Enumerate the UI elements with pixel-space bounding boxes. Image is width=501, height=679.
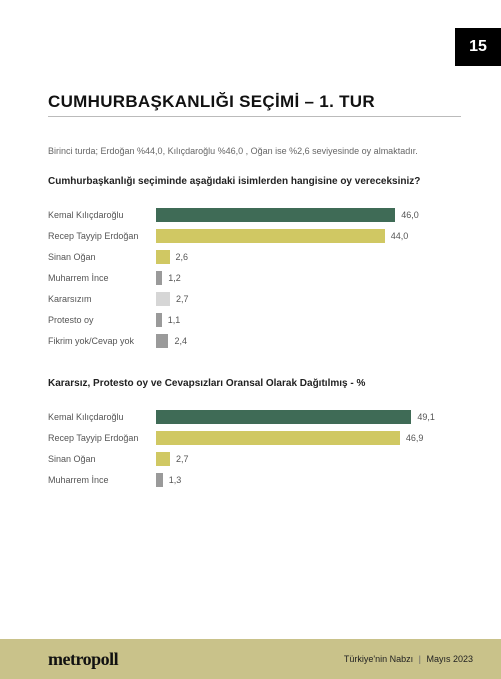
chart-row: Protesto oy 1,1: [48, 310, 461, 331]
chart-row: Recep Tayyip Erdoğan 44,0: [48, 226, 461, 247]
bar: [156, 271, 162, 285]
bar-area: 49,1: [156, 410, 461, 425]
chart-row: Muharrem İnce 1,2: [48, 268, 461, 289]
bar-label: Kemal Kılıçdaroğlu: [48, 412, 156, 422]
footer-date: Mayıs 2023: [426, 654, 473, 664]
bar-label: Kararsızım: [48, 294, 156, 304]
bar-area: 2,6: [156, 250, 461, 265]
bar: [156, 292, 170, 306]
chart-row: Kararsızım 2,7: [48, 289, 461, 310]
bar: [156, 250, 170, 264]
bar-area: 46,0: [156, 208, 461, 223]
chart-row: Recep Tayyip Erdoğan 46,9: [48, 428, 461, 449]
bar-label: Fikrim yok/Cevap yok: [48, 336, 156, 346]
bar-value: 1,1: [168, 315, 181, 325]
bar-value: 44,0: [391, 231, 409, 241]
chart2-question: Kararsız, Protesto oy ve Cevapsızları Or…: [48, 378, 461, 389]
bar: [156, 431, 400, 445]
content-area: CUMHURBAŞKANLIĞI SEÇİMİ – 1. TUR Birinci…: [48, 92, 461, 517]
bar: [156, 229, 385, 243]
chart-row: Kemal Kılıçdaroğlu 49,1: [48, 407, 461, 428]
bar-label: Protesto oy: [48, 315, 156, 325]
bar-area: 2,7: [156, 292, 461, 307]
footer: metropoll Türkiye'nin Nabzı | Mayıs 2023: [0, 639, 501, 679]
bar: [156, 410, 411, 424]
chart-row: Sinan Oğan 2,6: [48, 247, 461, 268]
chart-row: Sinan Oğan 2,7: [48, 449, 461, 470]
bar-value: 2,6: [176, 252, 189, 262]
page-title: CUMHURBAŞKANLIĞI SEÇİMİ – 1. TUR: [48, 92, 461, 112]
bar-value: 1,2: [168, 273, 181, 283]
footer-separator: |: [416, 654, 424, 664]
bar: [156, 473, 163, 487]
bar-label: Sinan Oğan: [48, 454, 156, 464]
bar-area: 1,3: [156, 473, 461, 488]
bar-value: 49,1: [417, 412, 435, 422]
bar-value: 1,3: [169, 475, 182, 485]
bar-area: 2,7: [156, 452, 461, 467]
bar-value: 2,7: [176, 294, 189, 304]
bar-label: Muharrem İnce: [48, 475, 156, 485]
footer-title: Türkiye'nin Nabzı: [344, 654, 413, 664]
bar-value: 46,9: [406, 433, 424, 443]
chart-row: Muharrem İnce 1,3: [48, 470, 461, 491]
chart1: Kemal Kılıçdaroğlu 46,0 Recep Tayyip Erdoğ…: [48, 205, 461, 352]
bar-value: 2,7: [176, 454, 189, 464]
chart-row: Kemal Kılıçdaroğlu 46,0: [48, 205, 461, 226]
bar: [156, 334, 168, 348]
bar-label: Kemal Kılıçdaroğlu: [48, 210, 156, 220]
chart2: Kemal Kılıçdaroğlu 49,1 Recep Tayyip Erdoğ…: [48, 407, 461, 491]
bar-label: Recep Tayyip Erdoğan: [48, 433, 156, 443]
bar-area: 44,0: [156, 229, 461, 244]
bar-label: Muharrem İnce: [48, 273, 156, 283]
bar: [156, 313, 162, 327]
bar-label: Sinan Oğan: [48, 252, 156, 262]
page: 15 CUMHURBAŞKANLIĞI SEÇİMİ – 1. TUR Biri…: [0, 0, 501, 679]
chart1-question: Cumhurbaşkanlığı seçiminde aşağıdaki isi…: [48, 176, 461, 187]
bar-value: 46,0: [401, 210, 419, 220]
bar-label: Recep Tayyip Erdoğan: [48, 231, 156, 241]
bar-area: 2,4: [156, 334, 461, 349]
bar-area: 1,1: [156, 313, 461, 328]
intro-text: Birinci turda; Erdoğan %44,0, Kılıçdaroğ…: [48, 145, 461, 158]
title-underline: [48, 116, 461, 117]
page-number-box: 15: [455, 28, 501, 66]
bar-area: 46,9: [156, 431, 461, 446]
bar: [156, 208, 395, 222]
bar-area: 1,2: [156, 271, 461, 286]
chart-row: Fikrim yok/Cevap yok 2,4: [48, 331, 461, 352]
footer-brand: metropoll: [48, 649, 118, 670]
page-number: 15: [469, 38, 487, 56]
bar: [156, 452, 170, 466]
footer-right: Türkiye'nin Nabzı | Mayıs 2023: [344, 654, 473, 664]
bar-value: 2,4: [174, 336, 187, 346]
